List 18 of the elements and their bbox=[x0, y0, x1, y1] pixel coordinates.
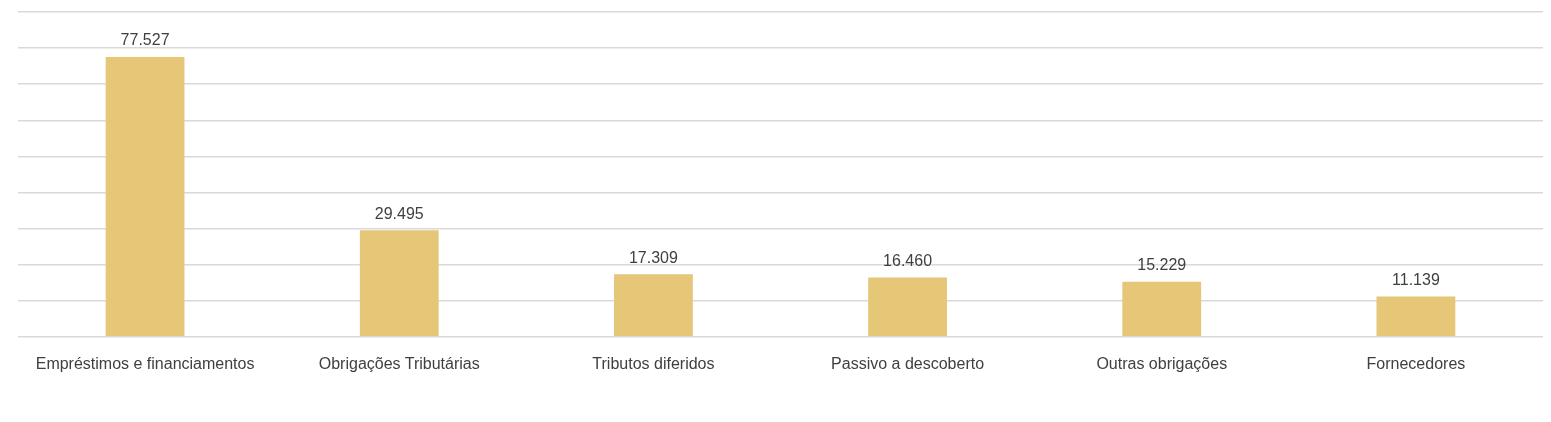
data-label: 15.229 bbox=[1137, 256, 1187, 274]
bar bbox=[614, 274, 693, 337]
bar bbox=[359, 230, 439, 337]
data-label: 11.139 bbox=[1392, 271, 1440, 289]
x-tick-label: Outras obrigações bbox=[1096, 354, 1228, 372]
x-tick-label: Empréstimos e financiamentos bbox=[35, 354, 255, 372]
x-tick-label: Obrigações Tributárias bbox=[318, 354, 480, 372]
bar bbox=[868, 277, 947, 337]
bar bbox=[1376, 296, 1456, 337]
data-label: 77.527 bbox=[120, 31, 170, 49]
bar bbox=[105, 57, 185, 337]
data-label: 16.460 bbox=[883, 251, 933, 269]
x-tick-label: Passivo a descoberto bbox=[831, 354, 985, 372]
x-tick-label: Tributos diferidos bbox=[592, 354, 715, 372]
data-label: 29.495 bbox=[374, 204, 424, 222]
data-label: 17.309 bbox=[628, 248, 678, 266]
bar bbox=[1122, 281, 1202, 337]
x-tick-label: Fornecedores bbox=[1366, 354, 1466, 372]
